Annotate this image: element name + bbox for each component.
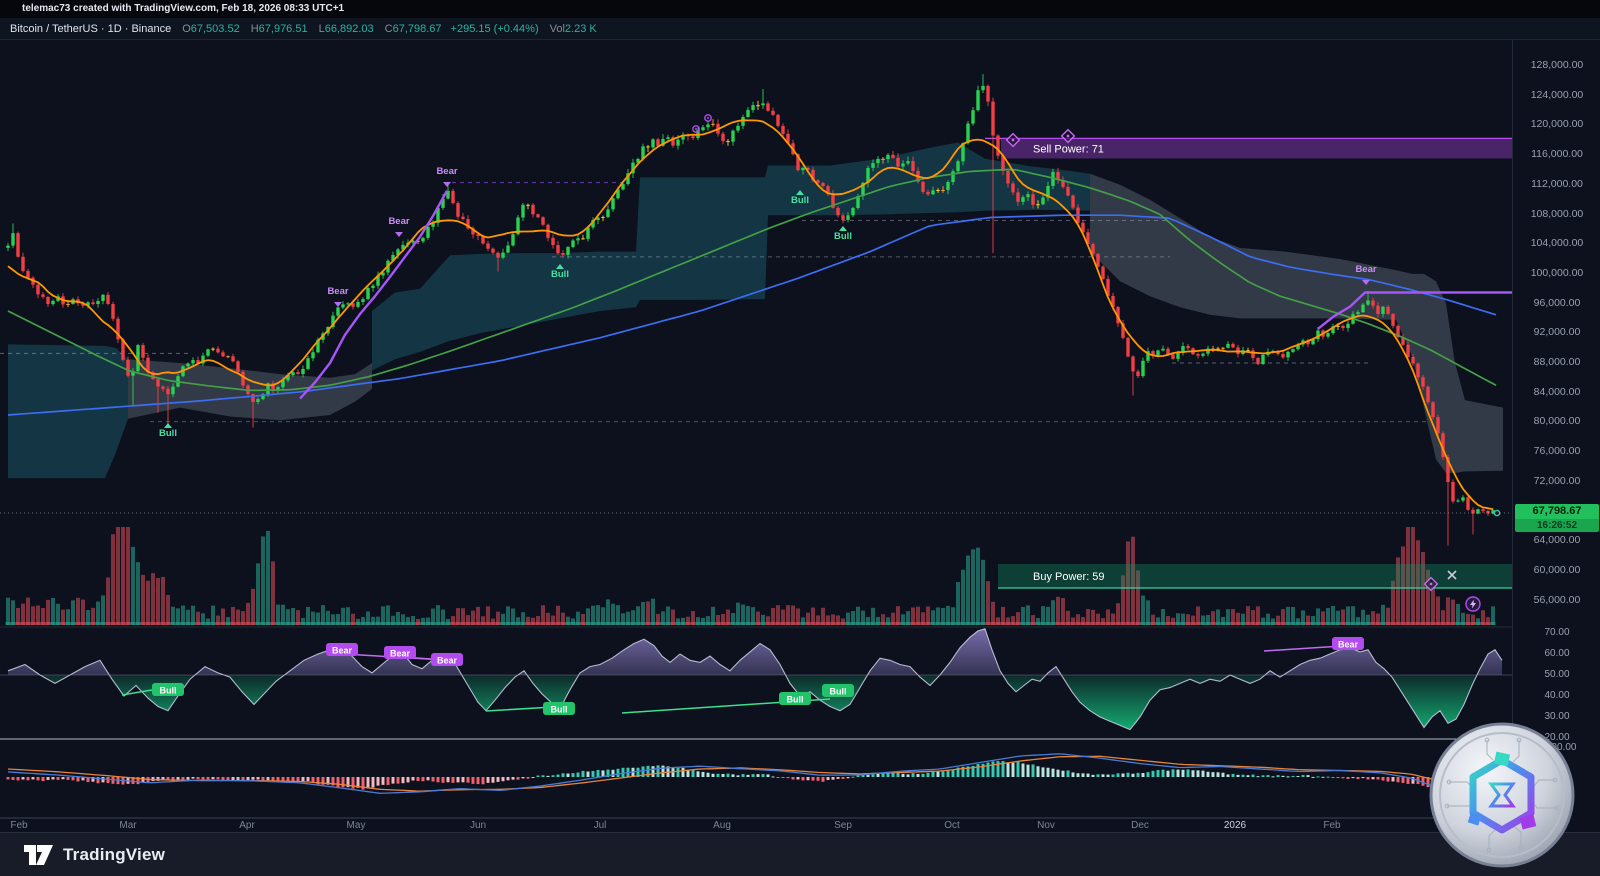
price-axis-label: 64,000.00 xyxy=(1533,534,1581,547)
price-axis-label: 96,000.00 xyxy=(1533,296,1581,309)
time-axis-label: Feb xyxy=(10,820,28,831)
oscillator-bull-badge: Bull xyxy=(830,687,847,697)
tradingview-logo[interactable] xyxy=(24,843,54,867)
oscillator-axis-label: 30.00 xyxy=(1544,711,1570,722)
last-price-badge: 67,798.67 16:26:52 xyxy=(1515,504,1599,532)
tradingview-wordmark[interactable]: TradingView xyxy=(63,844,166,864)
time-axis-label: Apr xyxy=(239,820,255,831)
high-label: H xyxy=(250,22,259,35)
close-value: 67,798.67 xyxy=(392,22,442,35)
oscillator-bear-badge: Bear xyxy=(332,646,353,656)
time-axis-label: Jul xyxy=(593,820,607,831)
price-axis[interactable]: USDT 67,798.67 16:26:52 128,000.00124,00… xyxy=(1512,22,1600,818)
time-axis-label: Aug xyxy=(713,820,731,831)
time-axis-label: Oct xyxy=(944,820,960,831)
oscillator-axis-label: 40.00 xyxy=(1544,690,1570,701)
oscillator-axis-label: 50.00 xyxy=(1544,669,1570,680)
price-axis-label: 116,000.00 xyxy=(1531,148,1583,161)
watermark-bar: telemac73 created with TradingView.com, … xyxy=(0,0,1600,18)
bull-signal-label: Bull xyxy=(551,269,569,280)
bear-signal-label: Bear xyxy=(388,216,409,227)
price-axis-label: 56,000.00 xyxy=(1533,593,1581,606)
coin-emblem xyxy=(1467,751,1537,834)
price-axis-label: 100,000.00 xyxy=(1530,266,1584,279)
bar-countdown: 16:26:52 xyxy=(1515,519,1599,532)
price-axis-label: 84,000.00 xyxy=(1533,385,1581,398)
high-value: 67,976.51 xyxy=(258,22,308,35)
time-axis-label: Sep xyxy=(834,820,852,831)
oscillator-axis-label: 60.00 xyxy=(1544,648,1570,659)
bear-signal-label: Bear xyxy=(436,166,457,177)
volume-label: Vol xyxy=(549,22,565,35)
price-axis-label: 112,000.00 xyxy=(1531,177,1583,190)
footer-bar: TradingView xyxy=(0,832,1600,876)
price-axis-label: 76,000.00 xyxy=(1533,445,1581,458)
last-price-value: 67,798.67 xyxy=(1532,505,1582,517)
coin-watermark-logo xyxy=(1429,722,1575,868)
oscillator-axis-label: 70.00 xyxy=(1544,627,1570,638)
time-axis-label: Feb xyxy=(1323,820,1341,831)
price-axis-label: 80,000.00 xyxy=(1533,415,1581,428)
volume-value: 2.23 K xyxy=(564,22,597,35)
change-value: +295.15 (+0.44%) xyxy=(450,22,539,35)
oscillator-bear-badge: Bear xyxy=(390,649,411,659)
low-label: L xyxy=(318,22,325,35)
low-value: 66,892.03 xyxy=(324,22,374,35)
close-label: C xyxy=(384,22,393,35)
bull-signal-label: Bull xyxy=(159,428,177,439)
time-axis-label: Nov xyxy=(1037,820,1055,831)
oscillator-bull-badge: Bull xyxy=(551,705,568,715)
price-axis-label: 120,000.00 xyxy=(1530,118,1584,131)
symbol-title[interactable]: Bitcoin / TetherUS · 1D · Binance xyxy=(10,22,172,35)
symbol-info-bar[interactable]: Bitcoin / TetherUS · 1D · Binance O67,50… xyxy=(0,18,1600,40)
bear-signal-label: Bear xyxy=(327,286,348,297)
time-axis-label: 2026 xyxy=(1223,820,1247,831)
open-value: 67,503.52 xyxy=(190,22,240,35)
oscillator-bear-badge: Bear xyxy=(1338,640,1359,650)
oscillator-bull-badge: Bull xyxy=(160,686,177,696)
bull-signal-label: Bull xyxy=(791,195,809,206)
price-axis-label: 104,000.00 xyxy=(1530,237,1584,250)
bull-signal-label: Bull xyxy=(834,231,852,242)
sell-power-label: Sell Power: 71 xyxy=(1033,143,1104,155)
time-axis-label: Mar xyxy=(119,820,137,831)
chart-canvas[interactable]: Sell Power: 71 Buy Power: 59 Bear Bear Bear B… xyxy=(0,0,1512,832)
price-axis-label: 72,000.00 xyxy=(1533,474,1581,487)
oscillator-axis-label: 20.00 xyxy=(1544,732,1570,743)
time-axis-label: May xyxy=(346,820,366,831)
watermark-text: telemac73 created with TradingView.com, … xyxy=(22,3,345,14)
buy-power-label: Buy Power: 59 xyxy=(1033,571,1105,583)
oscillator-bull-badge: Bull xyxy=(787,695,804,705)
price-axis-label: 108,000.00 xyxy=(1530,207,1584,220)
price-axis-label: 60,000.00 xyxy=(1533,563,1581,576)
price-axis-label: 92,000.00 xyxy=(1533,326,1581,339)
open-label: O xyxy=(182,22,191,35)
price-axis-label: 124,000.00 xyxy=(1530,88,1584,101)
time-axis[interactable]: Feb Mar Apr May Jun Jul Aug Sep Oct Nov Dec 2026 Feb xyxy=(0,818,1512,833)
price-axis-label: 128,000.00 xyxy=(1530,59,1584,71)
price-axis-label: 88,000.00 xyxy=(1533,356,1581,368)
macd-axis-label: 4,000.00 xyxy=(1537,742,1577,753)
oscillator-bear-badge: Bear xyxy=(437,656,458,666)
time-axis-label: Dec xyxy=(1131,820,1149,831)
bear-signal-label: Bear xyxy=(1355,264,1376,275)
time-axis-label: Jun xyxy=(469,820,487,831)
